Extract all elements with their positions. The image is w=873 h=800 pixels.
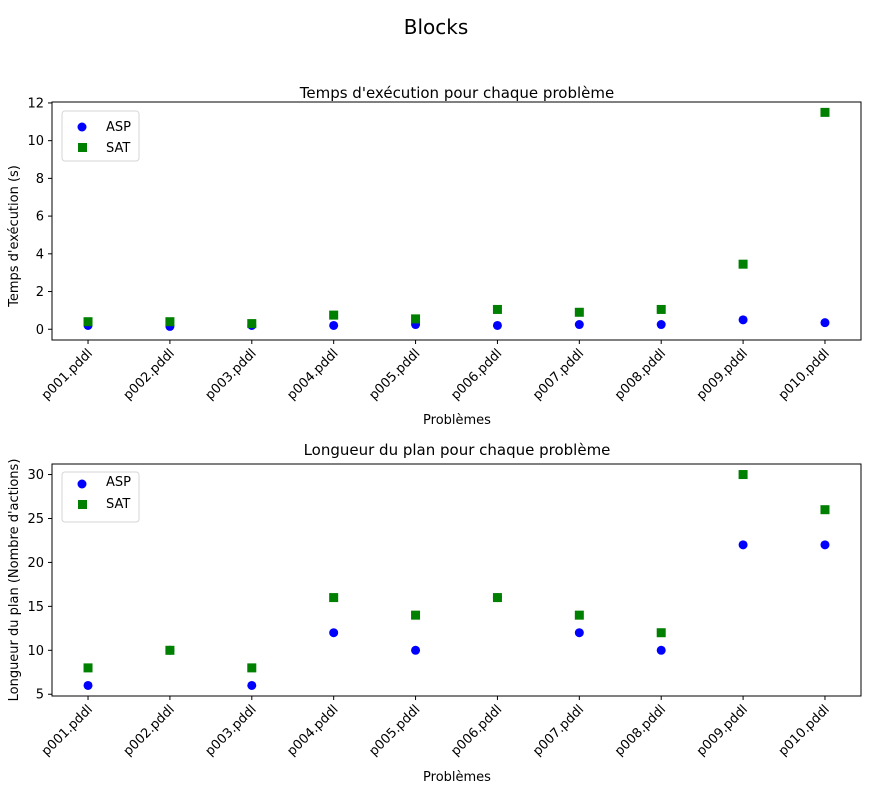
- y-tick-label: 8: [36, 172, 44, 187]
- data-point-sat: [329, 593, 339, 603]
- data-point-sat: [738, 259, 748, 269]
- figure-title: Blocks: [404, 15, 469, 39]
- legend: ASP SAT: [61, 110, 140, 162]
- data-point-sat: [820, 505, 830, 515]
- x-tick-label: p010.pddl: [776, 346, 833, 403]
- plot-frame: [51, 463, 862, 697]
- y-axis-label: Temps d'exécution (s): [7, 165, 22, 308]
- plot-frame: [51, 101, 862, 341]
- x-tick-label: p009.pddl: [694, 702, 751, 759]
- execution-time-chart: Temps d'exécution pour chaque problème P…: [7, 84, 862, 428]
- x-tick-label: p006.pddl: [448, 346, 505, 403]
- y-tick-label: 4: [36, 247, 44, 262]
- data-point-asp: [656, 645, 666, 655]
- x-tick-label: p007.pddl: [530, 702, 587, 759]
- x-tick-label: p004.pddl: [285, 346, 342, 403]
- data-point-asp: [574, 628, 584, 638]
- x-tick-label: p005.pddl: [366, 346, 423, 403]
- x-tick-label: p006.pddl: [448, 702, 505, 759]
- data-point-sat: [574, 610, 584, 620]
- data-point-sat: [820, 107, 830, 117]
- data-point-asp: [411, 645, 421, 655]
- data-point-asp: [820, 318, 830, 328]
- y-tick-label: 30: [27, 468, 44, 483]
- y-tick-label: 12: [27, 96, 44, 111]
- data-point-asp: [83, 680, 93, 690]
- legend-label-sat: SAT: [106, 141, 130, 156]
- y-tick-label: 10: [27, 134, 44, 149]
- data-point-asp: [738, 540, 748, 550]
- x-tick-label: p003.pddl: [203, 702, 260, 759]
- x-tick-label: p005.pddl: [366, 702, 423, 759]
- x-tick-label: p008.pddl: [612, 346, 669, 403]
- data-point-sat: [492, 304, 502, 314]
- data-point-sat: [738, 470, 748, 480]
- x-tick-label: p001.pddl: [39, 702, 96, 759]
- x-tick-label: p003.pddl: [203, 346, 260, 403]
- data-point-sat: [247, 663, 257, 673]
- data-point-asp: [329, 320, 339, 330]
- chart-title: Temps d'exécution pour chaque problème: [299, 84, 614, 102]
- legend-marker-sat: [78, 143, 87, 152]
- data-point-sat: [492, 593, 502, 603]
- data-point-sat: [411, 314, 421, 324]
- legend-marker-asp: [77, 122, 87, 132]
- x-tick-label: p002.pddl: [121, 346, 178, 403]
- y-tick-label: 6: [36, 210, 44, 225]
- legend-label-sat: SAT: [106, 497, 130, 512]
- x-tick-label: p004.pddl: [285, 702, 342, 759]
- legend-label-asp: ASP: [106, 120, 131, 135]
- legend: ASP SAT: [61, 471, 140, 523]
- y-tick-label: 2: [36, 285, 44, 300]
- legend-label-asp: ASP: [106, 475, 131, 490]
- y-tick-label: 5: [36, 688, 44, 703]
- data-point-sat: [83, 317, 93, 327]
- x-tick-label: p008.pddl: [612, 702, 669, 759]
- plan-length-chart: Longueur du plan pour chaque problème Pr…: [7, 441, 862, 785]
- data-point-asp: [492, 320, 502, 330]
- x-tick-label: p009.pddl: [694, 346, 751, 403]
- data-point-asp: [574, 320, 584, 330]
- legend-marker-asp: [77, 479, 87, 489]
- x-tick-label: p001.pddl: [39, 346, 96, 403]
- data-point-sat: [83, 663, 93, 673]
- x-tick-label: p007.pddl: [530, 346, 587, 403]
- data-point-sat: [656, 628, 666, 638]
- data-point-asp: [656, 320, 666, 330]
- chart-title: Longueur du plan pour chaque problème: [304, 441, 611, 459]
- y-axis-label: Longueur du plan (Nombre d'actions): [7, 459, 22, 702]
- data-point-sat: [165, 317, 175, 327]
- data-point-sat: [165, 645, 175, 655]
- y-tick-label: 25: [27, 512, 44, 527]
- x-axis-label: Problèmes: [423, 413, 491, 428]
- x-tick-label: p002.pddl: [121, 702, 178, 759]
- y-tick-label: 15: [27, 600, 44, 615]
- y-tick-label: 10: [27, 644, 44, 659]
- data-point-sat: [574, 307, 584, 317]
- data-point-sat: [411, 610, 421, 620]
- legend-marker-sat: [78, 500, 87, 509]
- data-point-asp: [329, 628, 339, 638]
- data-point-asp: [247, 680, 257, 690]
- data-point-sat: [247, 319, 257, 329]
- data-point-asp: [820, 540, 830, 550]
- data-point-sat: [656, 304, 666, 314]
- x-axis-label: Problèmes: [423, 770, 491, 785]
- data-point-asp: [738, 315, 748, 325]
- y-tick-label: 20: [27, 556, 44, 571]
- y-tick-label: 0: [36, 323, 44, 338]
- x-tick-label: p010.pddl: [776, 702, 833, 759]
- data-point-sat: [329, 310, 339, 320]
